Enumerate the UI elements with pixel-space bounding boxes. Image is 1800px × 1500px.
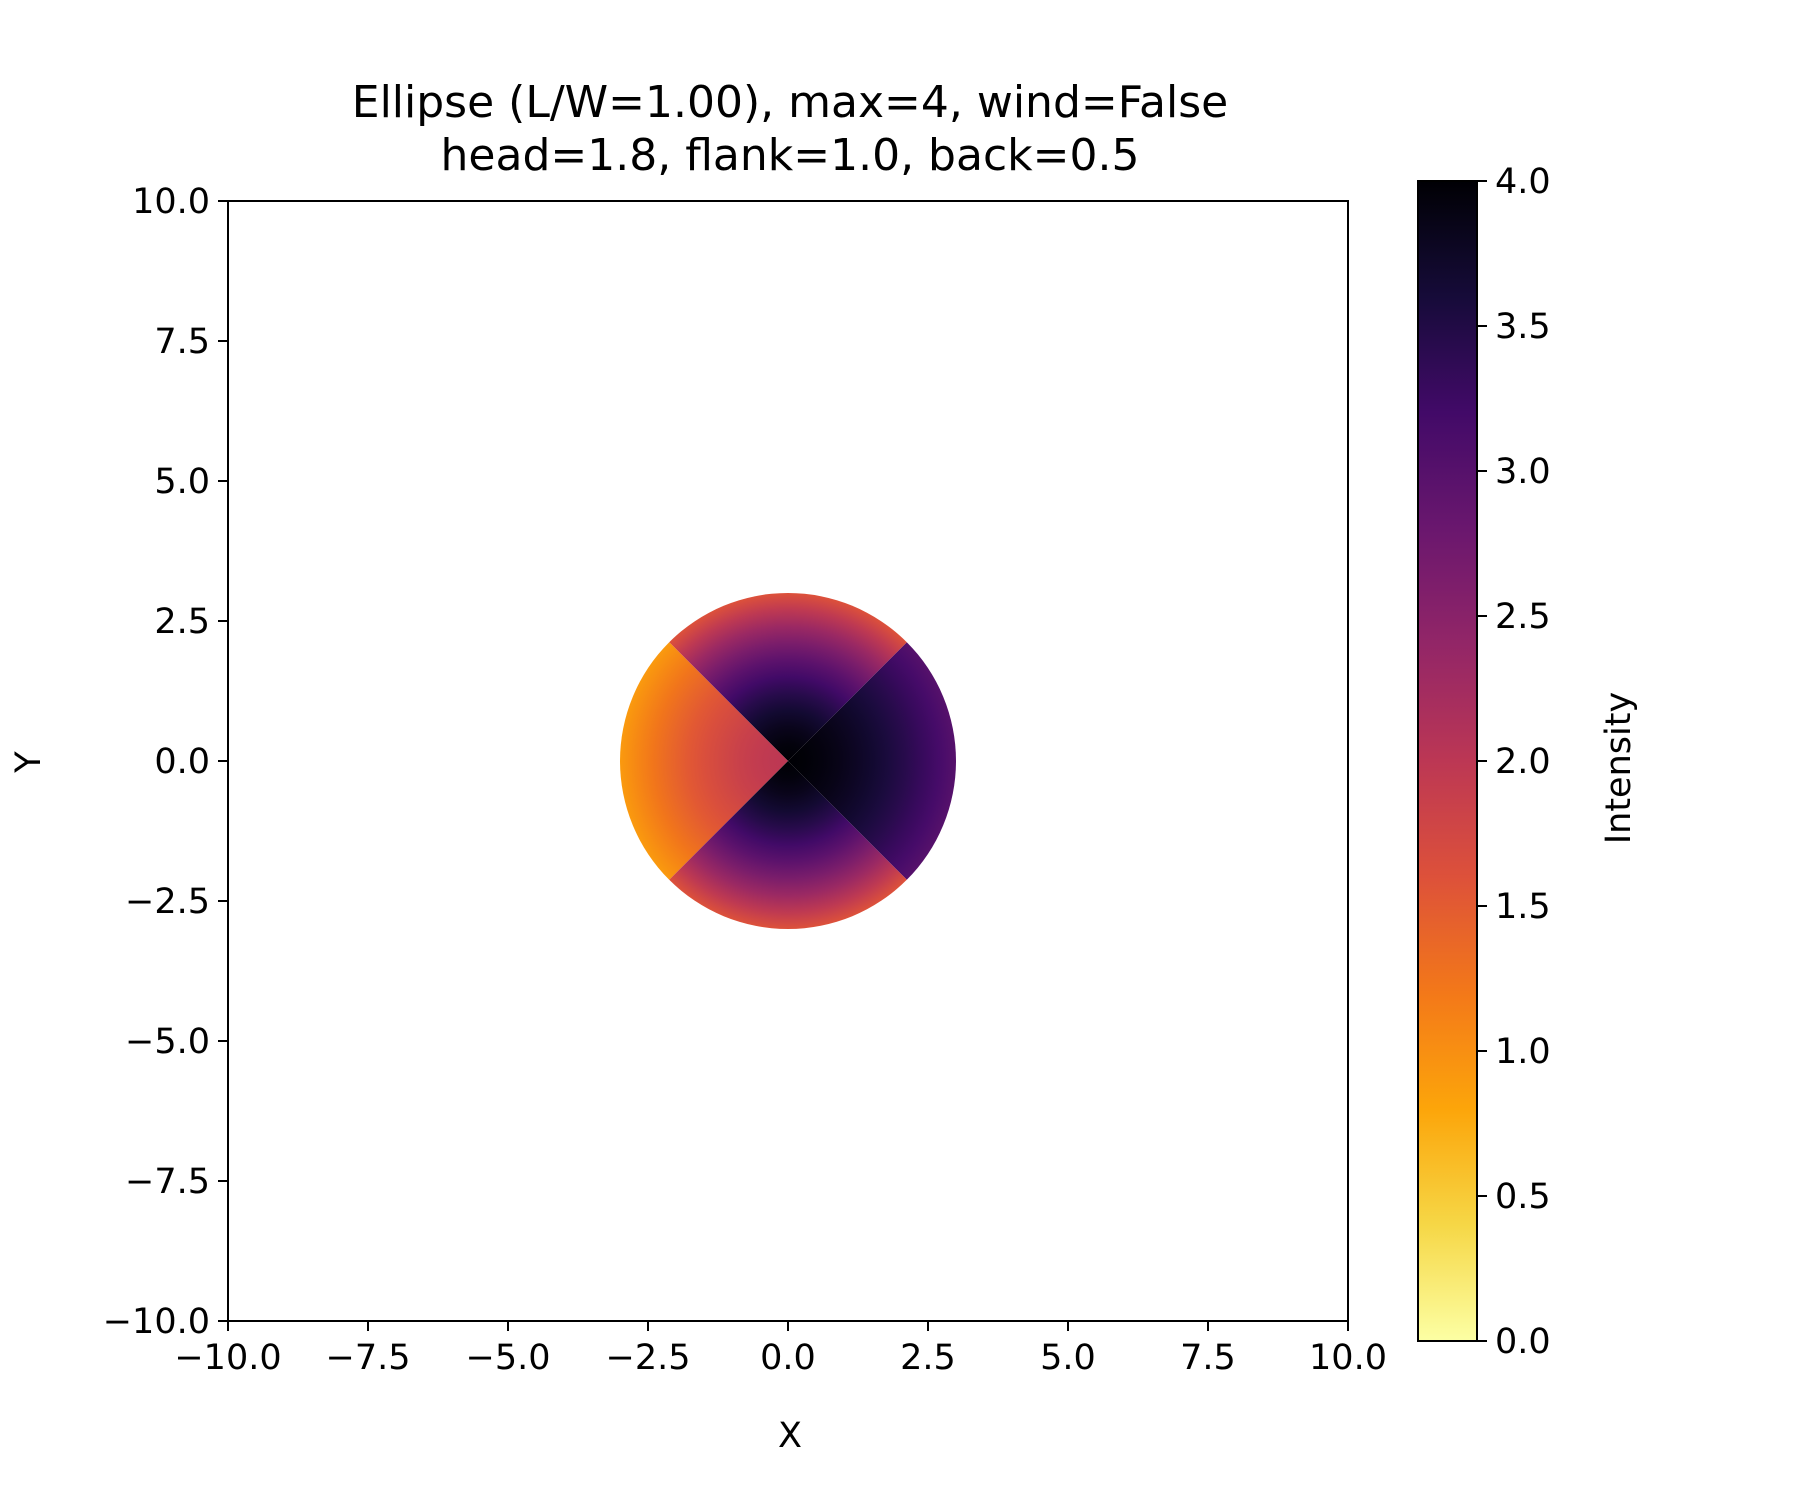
colorbar-tick-label: 4.0: [1495, 162, 1551, 202]
colorbar: 0.0 0.5 1.0 1.5 2.0 2.5 3.0 3.5 4.0: [1417, 162, 1551, 1362]
sector-flank-1: [669, 593, 907, 761]
y-tick-label: −2.5: [125, 882, 210, 922]
x-tick-label: 10.0: [1309, 1338, 1387, 1378]
y-tick-label: 7.5: [154, 322, 210, 362]
y-tick-label: −5.0: [125, 1022, 210, 1062]
y-tick-label: 5.0: [154, 462, 210, 502]
sector-flank-3: [669, 761, 907, 930]
y-axis-label: Y: [9, 751, 49, 774]
x-axis-label: X: [778, 1416, 802, 1456]
axes: −10.0 −7.5 −5.0 −2.5 0.0 2.5 5.0 7.5 10.0 −10.0 −7…: [103, 182, 1387, 1378]
chart-subtitle: head=1.8, flank=1.0, back=0.5: [441, 130, 1140, 181]
x-tick-label: 0.0: [760, 1338, 816, 1378]
x-tick-label: 5.0: [1040, 1338, 1096, 1378]
chart-title: Ellipse (L/W=1.00), max=4, wind=False: [352, 77, 1228, 128]
colorbar-tick-label: 0.5: [1495, 1177, 1551, 1217]
y-tick-label: −7.5: [125, 1162, 210, 1202]
x-tick-label: −2.5: [606, 1338, 691, 1378]
x-tick-label: −5.0: [466, 1338, 551, 1378]
x-tick-label: 2.5: [900, 1338, 956, 1378]
colorbar-tick-label: 1.5: [1495, 887, 1551, 927]
sector-back-2: [619, 642, 788, 880]
colorbar-tick-label: 2.0: [1495, 742, 1551, 782]
y-tick-label: 10.0: [132, 182, 210, 222]
colorbar-gradient: [1418, 181, 1477, 1341]
colorbar-tick-label: 3.0: [1495, 452, 1551, 492]
y-tick-label: 2.5: [154, 602, 210, 642]
y-tick-label: −10.0: [103, 1302, 210, 1342]
colorbar-tick-label: 1.0: [1495, 1032, 1551, 1072]
sector-head-0: [788, 642, 957, 880]
plot-area: [228, 201, 1348, 1321]
x-tick-label: −10.0: [174, 1338, 281, 1378]
x-tick-label: 7.5: [1180, 1338, 1236, 1378]
colorbar-label: Intensity: [1599, 692, 1639, 844]
colorbar-tick-label: 3.5: [1495, 307, 1551, 347]
colorbar-tick-label: 0.0: [1495, 1322, 1551, 1362]
y-tick-label: 0.0: [154, 742, 210, 782]
x-tick-label: −7.5: [326, 1338, 411, 1378]
colorbar-tick-label: 2.5: [1495, 597, 1551, 637]
